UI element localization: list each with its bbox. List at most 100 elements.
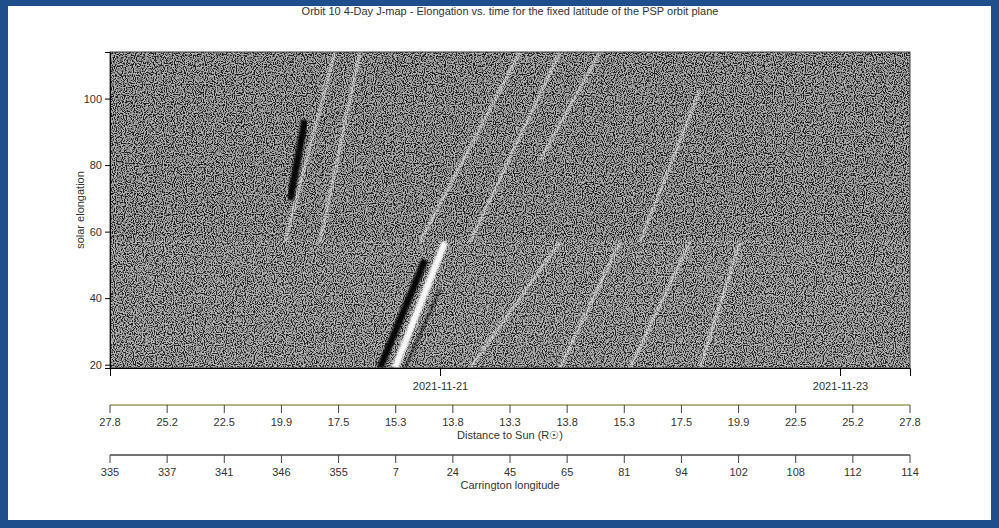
carrington-axis-tick	[281, 455, 282, 463]
distance-axis-tick	[567, 405, 568, 413]
distance-axis-tick	[681, 405, 682, 413]
distance-axis-tick-label: 19.9	[271, 416, 292, 428]
carrington-axis-tick	[395, 455, 396, 463]
distance-axis-tick-label: 25.2	[156, 416, 177, 428]
x-tick-mark	[840, 368, 841, 376]
carrington-axis-tick	[224, 455, 225, 463]
distance-axis-tick-label: 13.8	[442, 416, 463, 428]
carrington-axis-tick	[167, 455, 168, 463]
distance-axis-tick-label: 22.5	[785, 416, 806, 428]
distance-axis-tick-label: 17.5	[671, 416, 692, 428]
y-tick-mark	[105, 99, 110, 100]
x-tick-label: 2021-11-21	[413, 380, 468, 392]
distance-axis-tick-label: 17.5	[328, 416, 349, 428]
distance-axis-tick	[852, 405, 853, 413]
noise-texture	[110, 52, 910, 368]
track	[640, 90, 700, 242]
distance-axis-tick-label: 13.8	[556, 416, 577, 428]
track	[320, 52, 360, 242]
y-tick-label: 80	[90, 159, 102, 171]
chart: Orbit 10 4-Day J-map - Elongation vs. ti…	[0, 0, 999, 528]
carrington-axis-tick	[738, 455, 739, 463]
carrington-axis-tick-label: 65	[561, 466, 573, 478]
track	[560, 242, 620, 368]
y-tick-mark	[105, 232, 110, 233]
carrington-axis-tick	[110, 455, 111, 463]
track	[700, 242, 740, 368]
carrington-axis-tick	[795, 455, 796, 463]
carrington-axis-tick-label: 355	[329, 466, 347, 478]
x-tick: 2021-11-23	[813, 368, 868, 392]
carrington-axis-tick-label: 346	[272, 466, 290, 478]
carrington-axis-tick-label: 81	[618, 466, 630, 478]
track	[470, 242, 560, 368]
carrington-axis-tick	[624, 455, 625, 463]
carrington-axis-title: Carrington longitude	[460, 479, 559, 491]
carrington-axis-tick-label: 112	[844, 466, 862, 478]
y-tick-label: 20	[90, 359, 102, 371]
distance-axis-tick	[224, 405, 225, 413]
distance-axis-tick	[624, 405, 625, 413]
plot-area	[110, 52, 910, 368]
distance-axis-tick	[738, 405, 739, 413]
carrington-axis-tick-label: 24	[447, 466, 459, 478]
carrington-axis-tick-label: 114	[901, 466, 919, 478]
y-tick: 100	[84, 93, 110, 105]
y-tick: 20	[90, 359, 110, 371]
track	[420, 52, 520, 242]
track	[285, 52, 335, 242]
carrington-axis-tick-label: 7	[393, 466, 399, 478]
distance-axis-tick	[510, 405, 511, 413]
y-tick: 60	[90, 226, 110, 238]
carrington-axis-tick-label: 102	[729, 466, 747, 478]
carrington-axis-tick-label: 341	[215, 466, 233, 478]
distance-axis: 27.8 25.2 22.5 19.9 17.5 15.3 13.8 13.3 13.8 15.3…	[99, 405, 920, 441]
y-tick-mark	[105, 298, 110, 299]
distance-axis-tick-label: 27.8	[899, 416, 920, 428]
distance-axis-tick	[281, 405, 282, 413]
page-background	[8, 6, 991, 520]
distance-axis-tick	[795, 405, 796, 413]
title: Orbit 10 4-Day J-map - Elongation vs. ti…	[302, 5, 719, 17]
carrington-axis-tick-label: 45	[504, 466, 516, 478]
carrington-axis-tick	[510, 455, 511, 463]
carrington-axis-tick	[910, 455, 911, 463]
x-tick-mark	[440, 368, 441, 376]
y-tick-mark	[105, 165, 110, 166]
distance-axis-tick-label: 15.3	[385, 416, 406, 428]
carrington-axis-tick-label: 335	[101, 466, 119, 478]
carrington-axis-tick	[852, 455, 853, 463]
track	[630, 242, 690, 368]
y-tick-mark	[105, 365, 110, 366]
distance-axis-tick	[167, 405, 168, 413]
distance-axis-tick-label: 19.9	[728, 416, 749, 428]
carrington-axis-tick	[338, 455, 339, 463]
carrington-axis-tick	[567, 455, 568, 463]
carrington-axis-tick	[681, 455, 682, 463]
distance-axis-tick-label: 15.3	[614, 416, 635, 428]
y-tick: 40	[90, 292, 110, 304]
y-axis: 20 40 60 80 100	[84, 53, 111, 371]
distance-axis-tick	[452, 405, 453, 413]
y-axis-title: solar elongation	[74, 171, 86, 249]
carrington-axis-tick-label: 108	[787, 466, 805, 478]
distance-axis-tick	[395, 405, 396, 413]
x-axis-line	[111, 369, 911, 377]
distance-axis-tick-label: 27.8	[99, 416, 120, 428]
carrington-axis-tick	[452, 455, 453, 463]
x-tick: 2021-11-21	[413, 368, 468, 392]
distance-axis-tick	[338, 405, 339, 413]
distance-axis-title: Distance to Sun (R☉)	[457, 429, 563, 441]
carrington-axis-tick-label: 337	[158, 466, 176, 478]
x-tick-label: 2021-11-23	[813, 380, 868, 392]
track	[540, 52, 600, 160]
y-tick-label: 40	[90, 292, 102, 304]
track	[405, 290, 440, 368]
y-tick: 80	[90, 159, 110, 171]
plot-frame	[110, 52, 910, 368]
distance-axis-tick-label: 25.2	[842, 416, 863, 428]
y-axis-line	[105, 53, 111, 369]
x-axis: 2021-11-21 2021-11-23	[111, 368, 911, 392]
distance-axis-tick-label: 13.3	[499, 416, 520, 428]
y-tick-label: 100	[84, 93, 102, 105]
